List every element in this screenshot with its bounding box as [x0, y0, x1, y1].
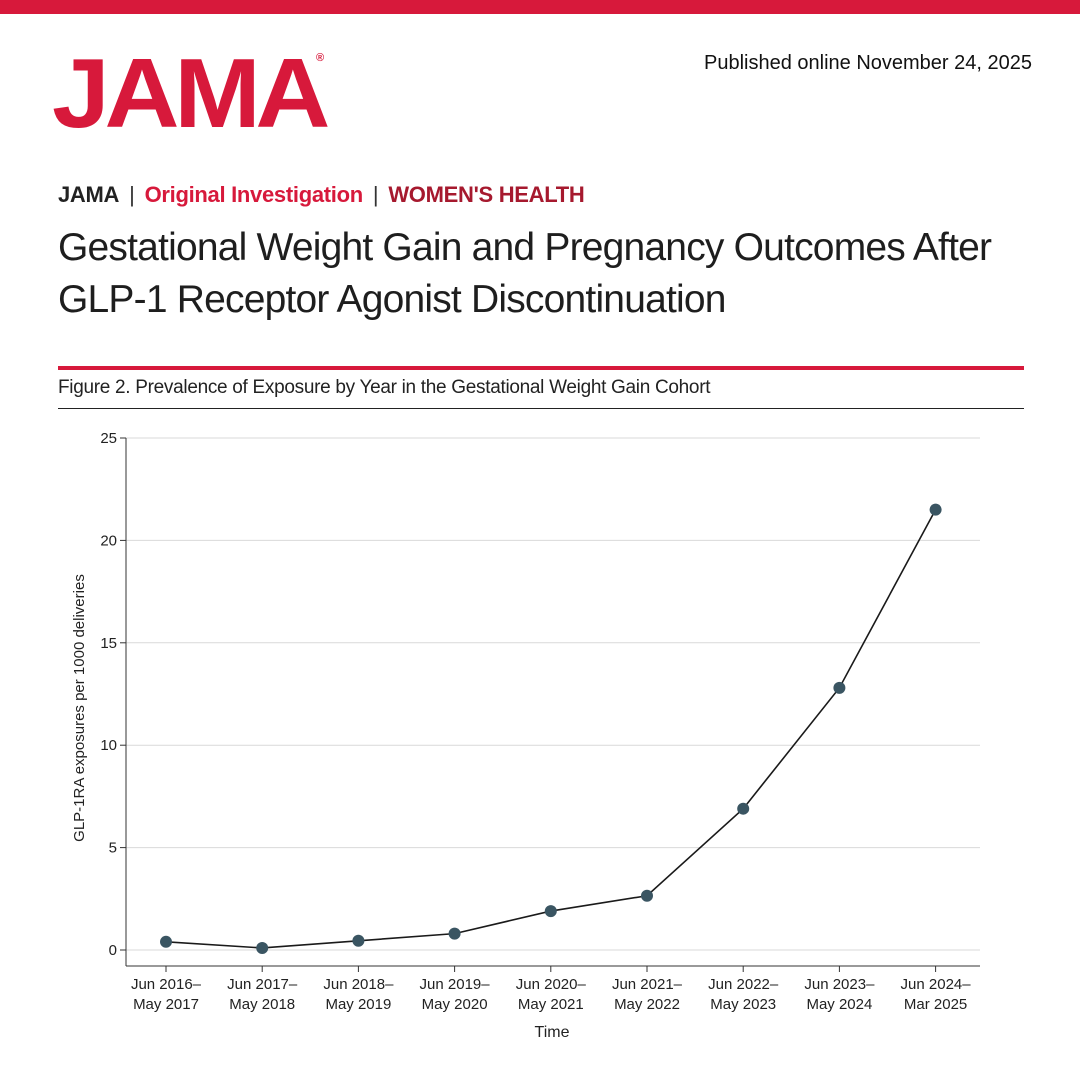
x-tick-label: Jun 2016– May 2017 — [131, 976, 202, 1013]
exposure-line-chart: 0 5 10 15 20 25 Jun 2016– May 2017 Jun 2017– May … — [71, 430, 980, 1041]
y-tick-label: 25 — [100, 430, 117, 447]
x-tick-label: Jun 2017– May 2018 — [227, 976, 298, 1013]
data-point[interactable] — [352, 934, 365, 947]
kicker-separator: | — [372, 182, 379, 207]
kicker-journal[interactable]: JAMA — [58, 182, 120, 207]
data-point[interactable] — [833, 681, 846, 694]
jama-logo[interactable]: JAMA — [52, 38, 330, 148]
x-tick-label: Jun 2021– May 2022 — [612, 976, 683, 1013]
registered-trademark: ® — [316, 52, 325, 64]
data-point[interactable] — [256, 941, 269, 954]
figure-bottom-rule — [58, 408, 1024, 409]
x-tick-label: Jun 2023– May 2024 — [804, 976, 875, 1013]
data-point[interactable] — [448, 927, 461, 940]
data-point[interactable] — [737, 802, 750, 815]
figure-top-rule — [58, 366, 1024, 370]
x-tick-label: Jun 2020– May 2021 — [516, 976, 587, 1013]
chart-axes: 0 5 10 15 20 25 Jun 2016– May 2017 Jun 2017– May … — [100, 430, 980, 1013]
data-point[interactable] — [544, 905, 557, 918]
data-point[interactable] — [929, 503, 942, 516]
data-point[interactable] — [641, 889, 653, 902]
article-kicker: JAMA | Original Investigation | WOMEN'S HEAL… — [58, 182, 585, 208]
article-title: Gestational Weight Gain and Pregnancy Ou… — [58, 226, 992, 321]
y-tick-label: 5 — [109, 840, 117, 857]
chart-series — [160, 503, 942, 954]
x-tick-label: Jun 2018– May 2019 — [323, 976, 394, 1013]
kicker-separator: | — [129, 182, 135, 207]
data-point[interactable] — [160, 935, 172, 948]
x-tick-label: Jun 2022– May 2023 — [708, 976, 779, 1013]
publication-date: Published online November 24, 2025 — [704, 52, 1032, 74]
x-tick-label: Jun 2024– Mar 2025 — [901, 976, 972, 1013]
kicker-article-type[interactable]: Original Investigation — [144, 182, 364, 207]
y-tick-label: 20 — [100, 532, 117, 549]
chart-gridlines — [126, 437, 980, 951]
y-tick-label: 10 — [100, 737, 117, 754]
top-accent-bar — [0, 0, 1080, 14]
y-tick-label: 0 — [109, 942, 117, 959]
x-tick-label: Jun 2019– May 2020 — [420, 976, 491, 1013]
x-axis-title: Time — [535, 1024, 570, 1041]
kicker-topic[interactable]: WOMEN'S HEALTH — [388, 182, 585, 207]
figure-caption: Figure 2. Prevalence of Exposure by Year… — [58, 377, 711, 398]
series-line — [165, 509, 937, 949]
y-axis-title: GLP-1RA exposures per 1000 deliveries — [71, 574, 88, 842]
y-tick-label: 15 — [100, 635, 117, 652]
